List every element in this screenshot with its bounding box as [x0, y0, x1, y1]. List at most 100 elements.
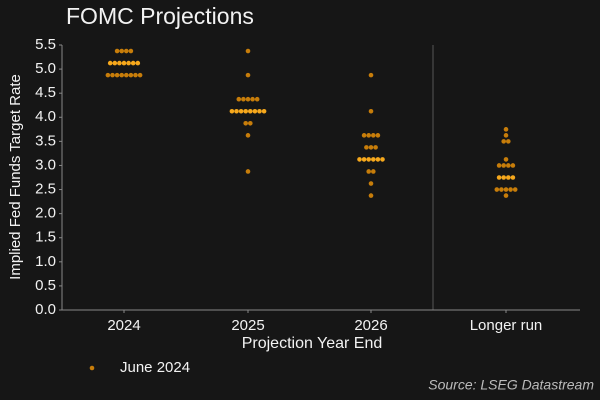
dot [236, 96, 242, 102]
dot [510, 175, 516, 180]
dot [130, 60, 136, 66]
dot [245, 96, 251, 102]
dot [121, 60, 127, 66]
source: Source: LSEG Datastream [428, 377, 594, 393]
dot [373, 145, 378, 150]
dot [368, 145, 374, 150]
dot [368, 181, 374, 186]
y-tick-label: 0.0 [35, 301, 56, 318]
dot [112, 60, 118, 66]
dot [245, 72, 251, 78]
dot [375, 157, 381, 162]
dot [114, 48, 120, 54]
chart-title: FOMC Projections [66, 3, 254, 29]
dot [126, 60, 131, 66]
dot [375, 133, 381, 138]
dot [107, 60, 113, 66]
dot [380, 157, 385, 162]
dot [501, 163, 507, 168]
y-tick-label: 3.5 [35, 132, 56, 149]
dot [494, 187, 500, 192]
dot [357, 157, 362, 162]
dot [243, 108, 248, 114]
x-tick-label: Longer run [470, 317, 543, 334]
dot [506, 163, 511, 168]
dot [124, 48, 129, 54]
dot [119, 48, 124, 54]
dot [238, 108, 244, 114]
dot [245, 48, 251, 54]
x-axis-label: Projection Year End [242, 335, 383, 352]
dot [506, 139, 511, 144]
legend-label: June 2024 [120, 359, 190, 376]
dot [368, 72, 374, 78]
dot [499, 187, 504, 192]
dot [133, 72, 138, 78]
dot [114, 72, 120, 78]
dot [503, 133, 509, 138]
dot [361, 133, 367, 138]
dot [245, 169, 251, 174]
dot [364, 145, 369, 150]
y-tick-label: 4.5 [35, 84, 56, 101]
legend-marker [89, 365, 95, 371]
dot [506, 175, 511, 180]
dot [243, 120, 248, 126]
dot [503, 157, 509, 162]
dot [366, 169, 372, 174]
dot [512, 187, 518, 192]
dot [371, 157, 376, 162]
y-tick-label: 5.0 [35, 60, 56, 77]
dot [241, 96, 246, 102]
y-tick-label: 0.5 [35, 277, 56, 294]
y-tick-label: 3.0 [35, 156, 56, 173]
dot [257, 108, 262, 114]
dot [248, 108, 253, 114]
dot [371, 169, 376, 174]
dot [254, 96, 260, 102]
y-tick-label: 1.5 [35, 229, 56, 246]
dot [366, 157, 372, 162]
dot [135, 60, 141, 66]
dot [508, 187, 513, 192]
dot [248, 120, 253, 126]
y-tick-label: 1.0 [35, 253, 56, 270]
dot [501, 175, 507, 180]
y-tick-label: 2.5 [35, 181, 56, 198]
y-tick-label: 4.0 [35, 108, 56, 125]
dot [234, 108, 239, 114]
dot [503, 187, 509, 192]
y-tick-label: 2.0 [35, 205, 56, 222]
dot [124, 72, 129, 78]
dot [503, 193, 509, 198]
y-axis-label: Implied Fed Funds Target Rate [7, 74, 24, 280]
dot [261, 108, 267, 114]
x-tick-label: 2025 [231, 317, 264, 334]
dot [245, 133, 251, 138]
dot [119, 72, 124, 78]
dot [252, 108, 258, 114]
dot [503, 127, 509, 132]
dot [110, 72, 115, 78]
dot [137, 72, 143, 78]
y-tick-label: 5.5 [35, 36, 56, 53]
dot [496, 175, 502, 180]
dot [368, 108, 374, 114]
dot [128, 48, 134, 54]
dot [361, 157, 367, 162]
dot [250, 96, 255, 102]
dot [496, 163, 502, 168]
dot [117, 60, 122, 66]
dot [366, 133, 372, 138]
dot [368, 193, 374, 198]
dot [229, 108, 235, 114]
dot [501, 139, 507, 144]
x-tick-label: 2026 [354, 317, 387, 334]
x-tick-label: 2024 [107, 317, 140, 334]
dot [371, 133, 376, 138]
dot [105, 72, 111, 78]
dot [510, 163, 516, 168]
dot [128, 72, 134, 78]
